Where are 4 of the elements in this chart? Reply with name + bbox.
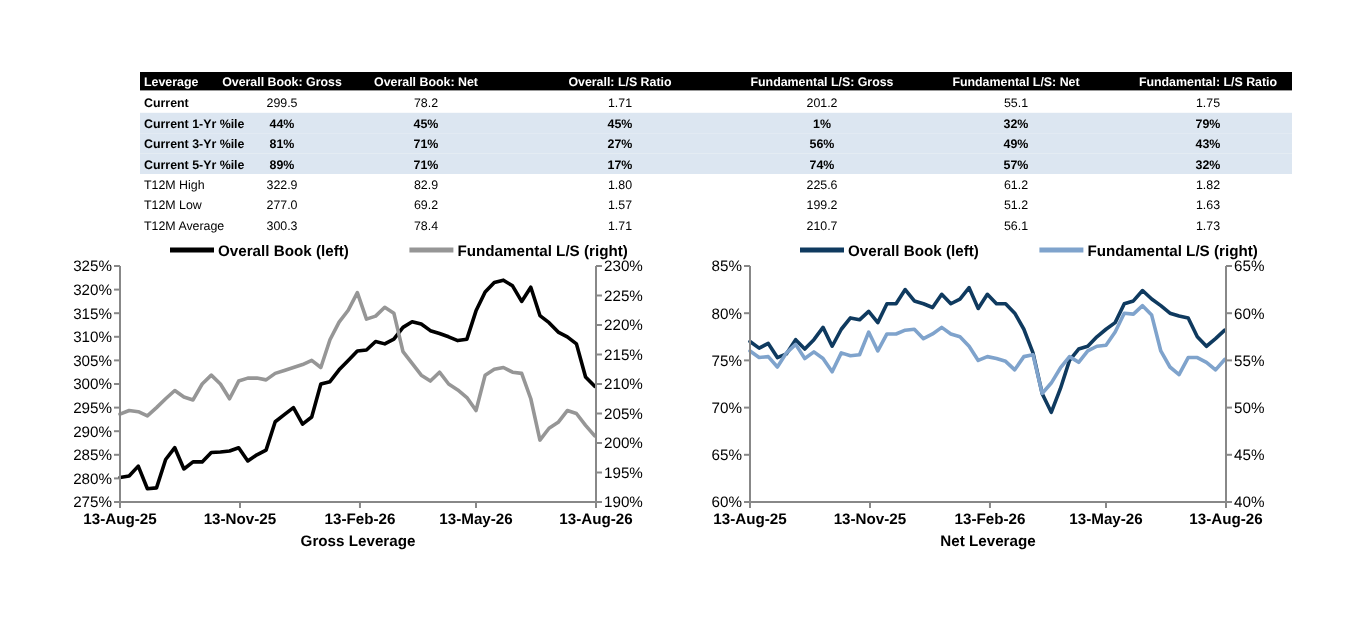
line-series bbox=[748, 285, 1227, 415]
line-series bbox=[118, 290, 597, 442]
line-series bbox=[748, 303, 1227, 396]
line-series bbox=[118, 278, 597, 491]
